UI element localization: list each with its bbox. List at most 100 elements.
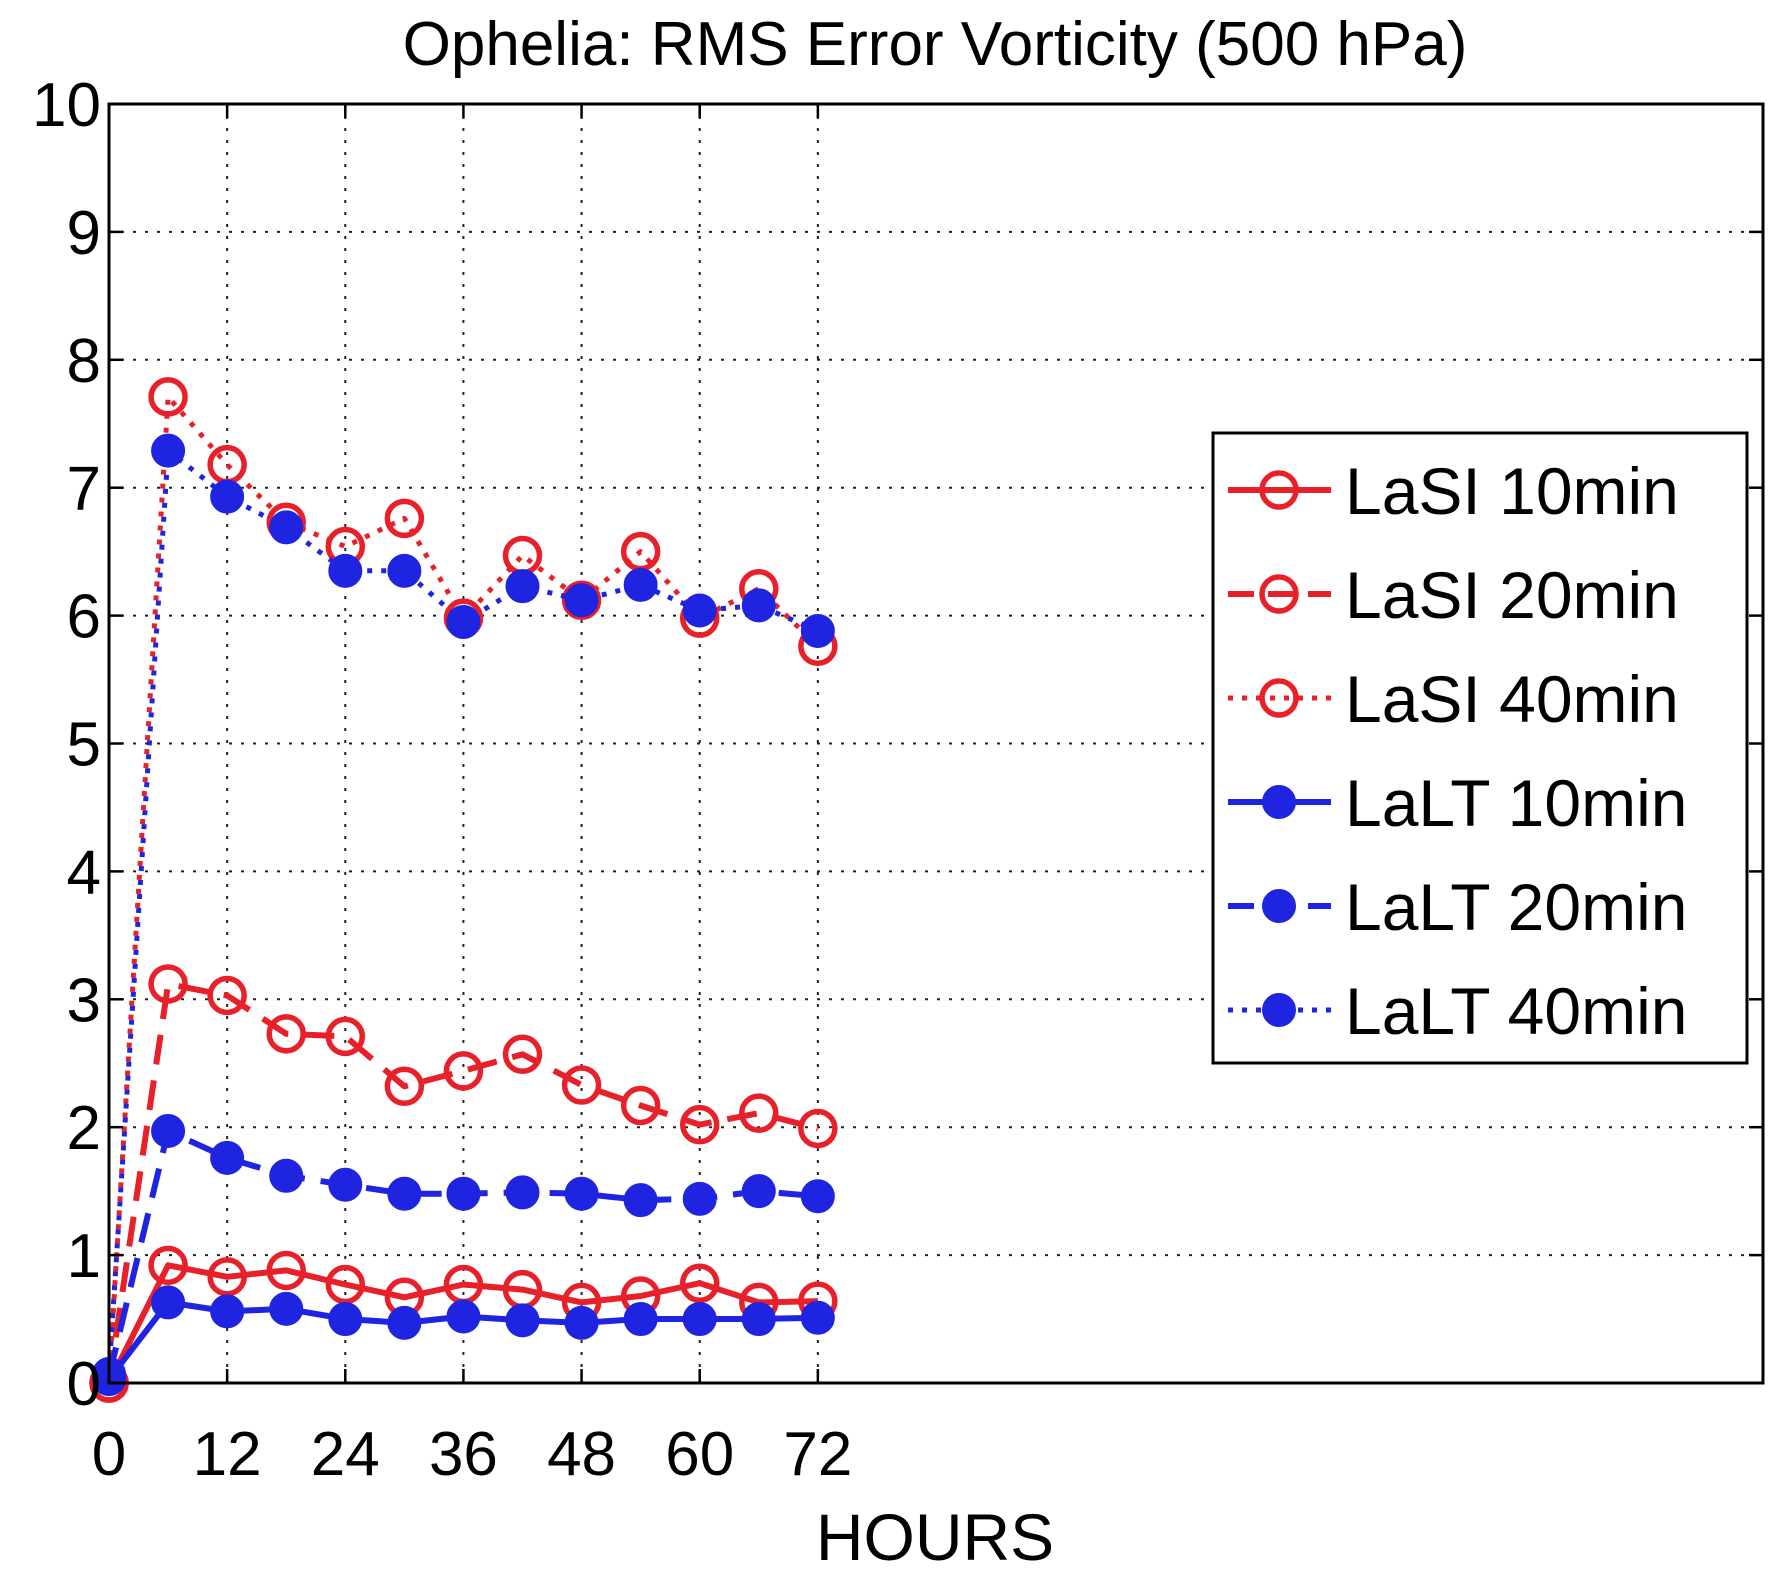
data-point: [505, 1303, 540, 1338]
legend-label: LaLT 10min: [1345, 766, 1687, 840]
data-point: [561, 1065, 602, 1105]
data-point: [446, 1299, 481, 1334]
series-line: [106, 981, 819, 1384]
data-point: [151, 433, 186, 468]
y-tick-label: 7: [67, 455, 101, 524]
data-point: [266, 1014, 306, 1054]
data-point: [387, 1176, 422, 1211]
data-point: [328, 1167, 363, 1202]
y-tick-label: 10: [32, 71, 101, 140]
x-tick-label: 24: [311, 1420, 380, 1489]
x-tick-label: 48: [547, 1420, 616, 1489]
data-point: [620, 1085, 661, 1126]
data-point: [623, 1302, 658, 1337]
y-tick-label: 9: [67, 199, 101, 268]
data-point: [741, 1174, 776, 1209]
legend-marker: [1259, 574, 1299, 614]
y-tick-label: 8: [67, 327, 101, 396]
y-tick-label: 6: [67, 583, 101, 652]
data-point: [505, 569, 540, 604]
data-point: [798, 1108, 838, 1149]
data-point: [564, 583, 599, 618]
x-tick-label: 36: [429, 1420, 498, 1489]
legend-entry: LaSI 20min: [1228, 558, 1679, 632]
data-point: [269, 1291, 304, 1326]
y-tick-label: 4: [67, 838, 101, 907]
series-lalt-20min: [92, 1114, 835, 1394]
data-point: [800, 1179, 835, 1214]
legend-entry: LaLT 10min: [1228, 766, 1687, 840]
data-point: [384, 498, 425, 539]
y-tick-label: 2: [67, 1094, 101, 1163]
y-tick-label: 3: [67, 966, 101, 1035]
data-point: [682, 593, 717, 628]
data-point: [682, 1181, 717, 1216]
data-point: [210, 479, 245, 514]
data-point: [741, 1302, 776, 1337]
data-point: [502, 1034, 543, 1075]
legend-label: LaLT 20min: [1345, 870, 1687, 944]
legend-marker: [1262, 993, 1296, 1027]
x-tick-label: 72: [783, 1420, 852, 1489]
data-point: [800, 613, 835, 648]
data-point: [148, 377, 188, 417]
data-point: [387, 553, 422, 588]
data-point: [151, 1114, 186, 1149]
data-point: [679, 1104, 720, 1145]
x-tick-label: 0: [92, 1420, 126, 1489]
data-point: [269, 1158, 304, 1193]
data-point: [623, 1183, 658, 1218]
legend-label: LaSI 10min: [1345, 454, 1679, 528]
data-point: [266, 1250, 306, 1291]
data-point: [505, 1175, 540, 1210]
data-point: [446, 604, 481, 639]
data-point: [207, 1257, 247, 1297]
legend-entry: LaLT 20min: [1228, 870, 1687, 944]
series-line: [106, 1262, 818, 1385]
data-point: [682, 1302, 717, 1337]
legend-box: [1211, 431, 1749, 1065]
y-tick-label: 5: [67, 711, 101, 780]
y-tick-label: 1: [67, 1222, 101, 1291]
data-point: [328, 1302, 363, 1337]
x-axis-label: HOURS: [816, 1500, 1054, 1574]
legend-marker: [1262, 889, 1296, 923]
data-point: [269, 510, 304, 545]
data-point: [443, 1051, 484, 1091]
data-point: [207, 975, 247, 1016]
data-point: [446, 1176, 481, 1211]
legend: LaSI 10min LaSI 20min LaSI 40min LaLT 10min…: [1211, 431, 1749, 1065]
data-point: [151, 1285, 186, 1320]
legend-marker: [1259, 470, 1299, 510]
data-point: [623, 567, 658, 602]
legend-entry: LaSI 10min: [1228, 454, 1679, 528]
data-point: [148, 1245, 188, 1286]
legend-label: LaSI 20min: [1345, 558, 1679, 632]
data-point: [384, 1066, 425, 1107]
data-point: [325, 1016, 366, 1057]
data-point: [679, 1263, 720, 1303]
data-point: [564, 1305, 599, 1340]
data-point: [741, 588, 776, 623]
legend-marker: [1262, 785, 1296, 819]
data-point: [800, 1300, 835, 1335]
data-point: [325, 1264, 366, 1305]
data-point: [387, 1305, 422, 1340]
series-lalt-40min: [92, 433, 835, 1392]
y-tick-label: 0: [67, 1350, 101, 1419]
legend-label: LaLT 40min: [1345, 974, 1687, 1048]
x-tick-label: 12: [193, 1420, 262, 1489]
legend-entry: LaSI 40min: [1228, 662, 1679, 736]
legend-marker: [1259, 678, 1299, 718]
chart-title: Ophelia: RMS Error Vorticity (500 hPa): [403, 10, 1468, 79]
data-point: [148, 964, 188, 1004]
legend-label: LaSI 40min: [1345, 662, 1679, 736]
data-point: [328, 553, 363, 588]
data-point: [564, 1176, 599, 1211]
data-point: [210, 1294, 245, 1329]
x-tick-label: 60: [665, 1420, 734, 1489]
data-point: [739, 1093, 779, 1133]
legend-entry: LaLT 40min: [1228, 974, 1687, 1048]
